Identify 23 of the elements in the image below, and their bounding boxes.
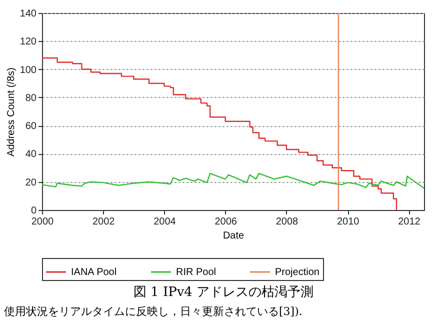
y-axis-title: Address Count (/8s) (6, 68, 17, 156)
x-tick-label: 2004 (154, 216, 176, 228)
y-tick-label: 80 (25, 92, 37, 104)
line-series (42, 172, 424, 189)
x-tick-label: 2000 (31, 216, 54, 228)
x-axis-title: Date (222, 230, 244, 242)
legend-label: Projection (275, 267, 320, 278)
x-tick-label: 2002 (92, 216, 116, 228)
legend-label: IANA Pool (71, 267, 117, 278)
x-tick-label: 2012 (398, 216, 421, 228)
text: 図 1 IPv4 アドレスの枯渇予測 (132, 284, 315, 301)
y-tick-label: 40 (25, 149, 37, 160)
x-tick-label: 2008 (276, 216, 299, 228)
y-tick-label: 120 (20, 36, 37, 48)
y-tick-label: 20 (25, 177, 37, 188)
y-tick-label: 60 (25, 121, 37, 132)
y-tick-label: 140 (20, 8, 37, 20)
x-tick-label: 2010 (336, 216, 360, 228)
legend-label: RIR Pool (176, 267, 216, 278)
text: 使用状況をリアルタイムに反映し，日々更新されている[3]). (4, 304, 304, 319)
y-tick-label: 0 (30, 206, 37, 216)
x-tick-label: 2006 (214, 216, 238, 228)
y-tick-label: 100 (20, 64, 37, 76)
